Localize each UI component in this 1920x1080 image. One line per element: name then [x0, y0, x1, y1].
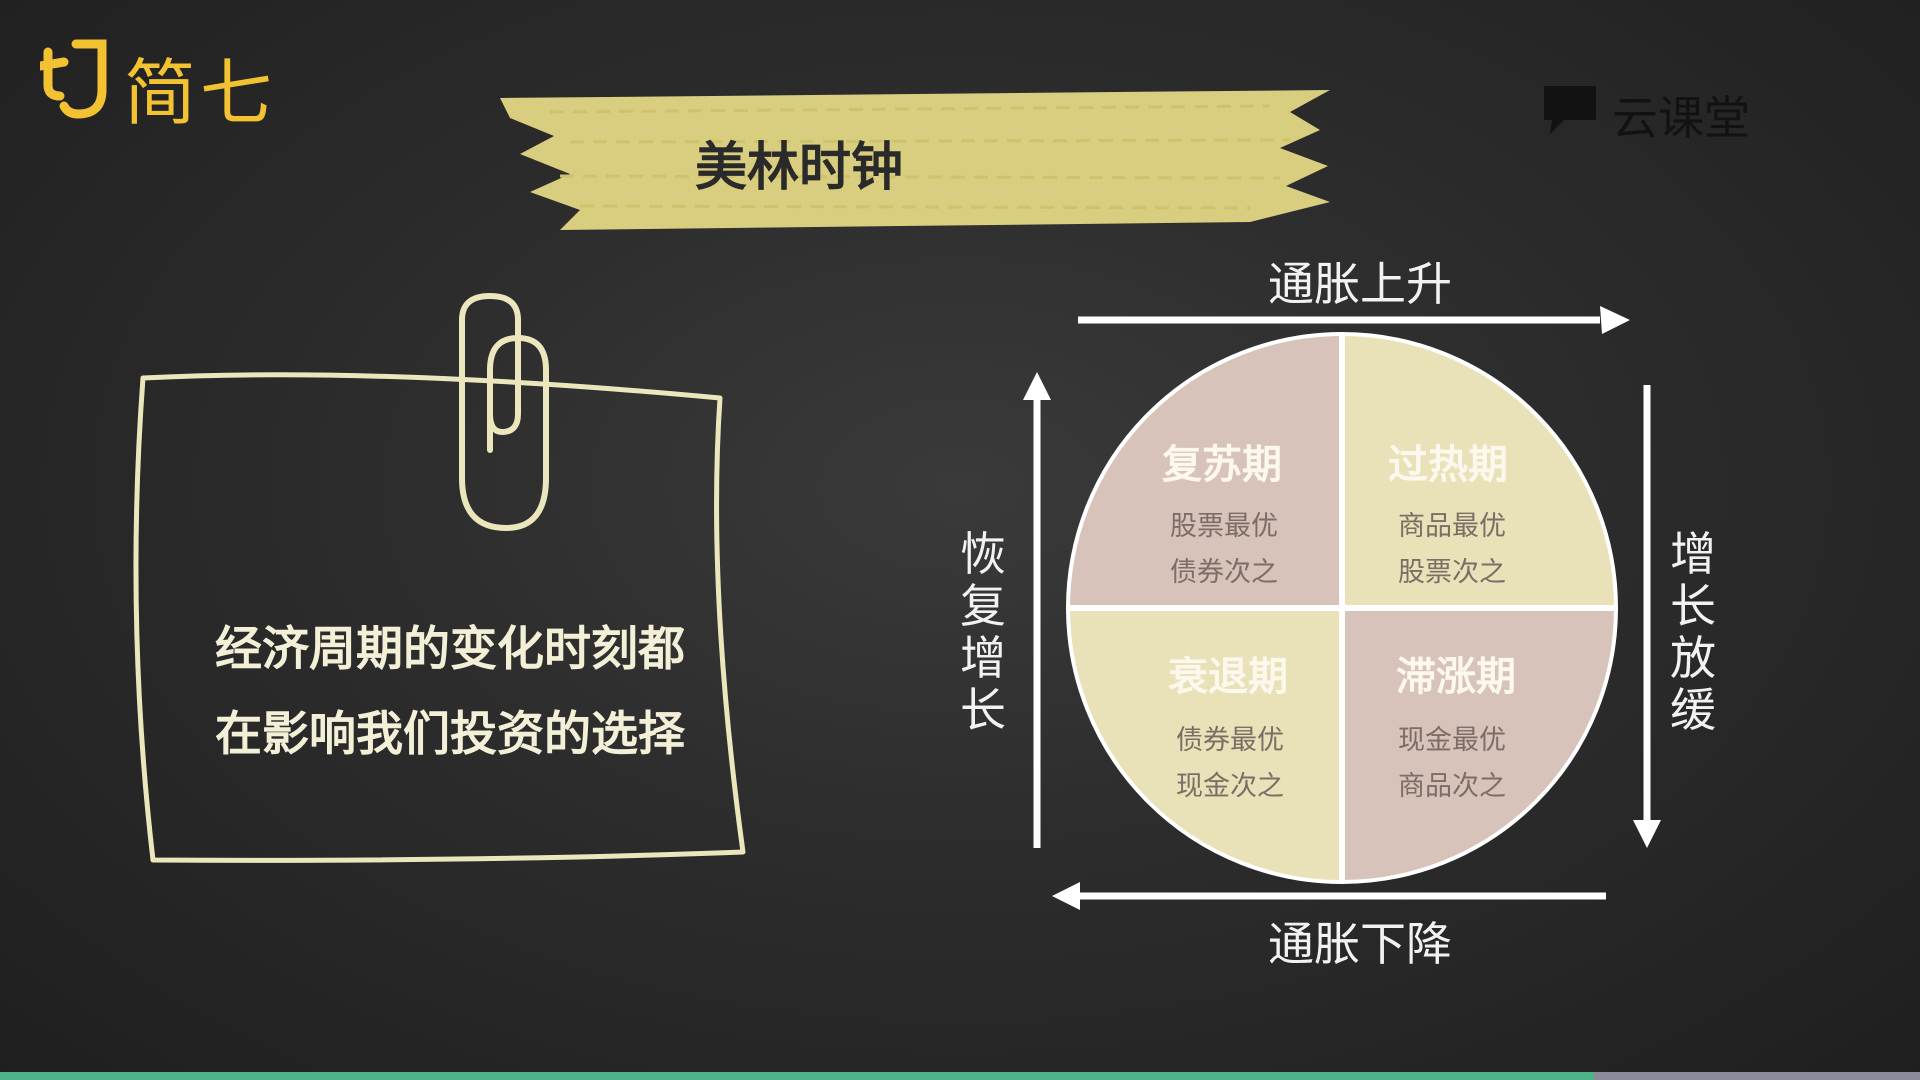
quadrant-recession-title: 衰退期 [1168, 654, 1288, 700]
quadrant-recovery-line1: 股票最优 [1170, 511, 1278, 542]
quadrant-overheat-title: 过热期 [1388, 442, 1508, 488]
chat-bubble-icon [1544, 86, 1596, 134]
title-banner: 美林时钟 [490, 82, 1340, 232]
quadrant-recovery-title: 复苏期 [1162, 442, 1282, 488]
quadrant-recession-line2: 现金次之 [1176, 771, 1284, 802]
clock-graphic [1023, 306, 1661, 910]
note-line-1: 经济周期的变化时刻都 [215, 622, 685, 677]
quadrant-overheat-line1: 商品最优 [1398, 511, 1506, 542]
quadrant-stagflation-line1: 现金最优 [1398, 725, 1506, 756]
logo-mark-icon [40, 39, 107, 119]
note-line-2: 在影响我们投资的选择 [215, 707, 685, 762]
note-card: 经济周期的变化时刻都 在影响我们投资的选择 [115, 290, 765, 890]
paperclip-icon [459, 293, 549, 531]
progress-fill [0, 1072, 1594, 1080]
label-inflation-falling: 通胀下降 [1268, 917, 1452, 971]
quadrant-stagflation-line2: 商品次之 [1398, 771, 1506, 802]
label-inflation-rising: 通胀上升 [1268, 257, 1452, 311]
page-title: 美林时钟 [695, 138, 904, 198]
quadrant-recession-line1: 债券最优 [1176, 725, 1284, 756]
quadrant-recovery-line2: 债券次之 [1170, 557, 1278, 588]
quadrant-stagflation-title: 滞涨期 [1396, 654, 1516, 700]
label-recovery-growth: 恢 复 增 长 [960, 527, 1006, 737]
watermark-text: 云课堂 [1612, 91, 1750, 145]
video-progress-bar[interactable] [0, 1072, 1920, 1080]
quadrant-overheat-line2: 股票次之 [1398, 557, 1506, 588]
chalk-brush-stroke [500, 90, 1330, 230]
merrill-clock-diagram: 通胀上升 通胀下降 恢 复 增 长 增 长 放 缓 复苏期 股票最优 债券次之 … [940, 240, 1740, 980]
brand-logo: 简七 [40, 30, 280, 135]
note-outline [133, 372, 746, 863]
logo-text: 简七 [124, 51, 277, 135]
label-growth-slowing: 增 长 放 缓 [1670, 527, 1716, 737]
watermark: 云课堂 [1540, 76, 1780, 146]
